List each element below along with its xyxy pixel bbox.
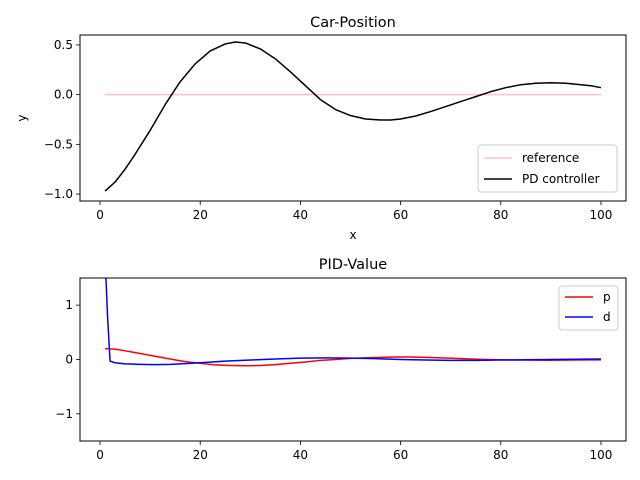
- car-position-xlabel: x: [349, 228, 356, 242]
- pid-value-ticks: 0 20 40 60 80 100 −1 0 1: [55, 298, 612, 462]
- legend-label-reference: reference: [522, 151, 579, 165]
- legend-label-d: d: [603, 310, 611, 324]
- legend-label-pd-controller: PD controller: [522, 172, 600, 186]
- pid-value-axes: PID-Value 0 20 40 60 80 100 −1 0 1 p d: [55, 257, 627, 462]
- car-position-frame: [79, 34, 627, 202]
- legend-box: [477, 144, 618, 193]
- pid-value-legend: p d: [558, 285, 619, 331]
- x-tick-label: 0: [96, 448, 104, 462]
- car-position-legend: reference PD controller: [477, 144, 618, 193]
- x-tick-label: 60: [393, 448, 408, 462]
- legend-label-p: p: [603, 290, 611, 304]
- car-position-ylabel: y: [15, 114, 29, 121]
- y-tick-label: 0.0: [54, 88, 73, 102]
- series-line-d: [105, 278, 601, 366]
- x-tick-label: 40: [293, 448, 308, 462]
- pid-value-frame: [79, 277, 627, 442]
- y-tick-label: −0.5: [44, 137, 73, 151]
- x-tick-label: 20: [193, 448, 208, 462]
- x-tick-label: 40: [293, 208, 308, 222]
- car-position-axes: Car-Position x y 0 20 40 60 80 100 −1.0 −0.5 0.0…: [15, 15, 627, 242]
- x-tick-label: 60: [393, 208, 408, 222]
- pid-value-lines: [105, 278, 601, 367]
- car-position-title: Car-Position: [310, 15, 396, 31]
- y-tick-label: −1.0: [44, 187, 73, 201]
- x-tick-label: 0: [96, 208, 104, 222]
- x-tick-label: 20: [193, 208, 208, 222]
- y-tick-label: −1: [55, 407, 73, 421]
- y-tick-label: 0: [65, 353, 73, 367]
- y-tick-label: 1: [65, 298, 73, 312]
- x-tick-label: 80: [493, 208, 508, 222]
- car-position-lines: [104, 41, 602, 192]
- y-tick-label: 0.5: [54, 38, 73, 52]
- x-tick-label: 80: [493, 448, 508, 462]
- series-line-pd-controller: [104, 41, 602, 192]
- car-position-ticks: 0 20 40 60 80 100 −1.0 −0.5 0.0 0.5: [44, 38, 613, 222]
- x-tick-label: 100: [590, 448, 613, 462]
- pid-value-title: PID-Value: [319, 257, 387, 273]
- x-tick-label: 100: [590, 208, 613, 222]
